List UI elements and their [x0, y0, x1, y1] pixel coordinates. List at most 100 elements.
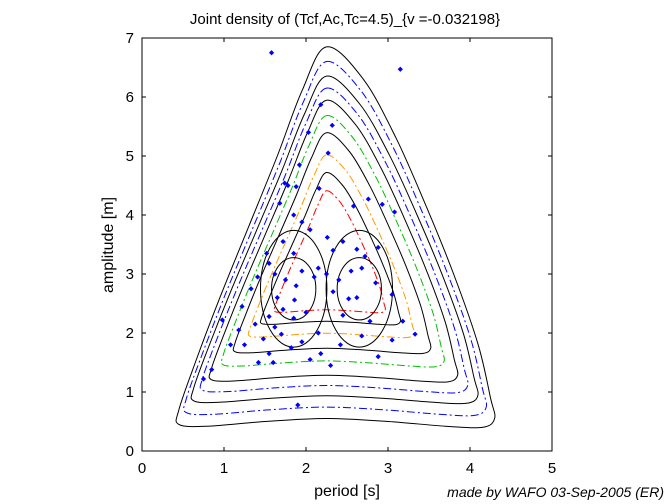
data-point [236, 327, 242, 333]
data-point [336, 277, 342, 283]
x-tick-label: 2 [302, 460, 310, 477]
data-point [389, 292, 395, 298]
data-point [315, 265, 321, 271]
data-point [272, 324, 278, 330]
contour-line [208, 99, 459, 383]
data-point [200, 376, 207, 382]
data-point [346, 296, 352, 302]
y-tick-label: 3 [126, 266, 134, 283]
data-point [266, 351, 272, 357]
data-point [227, 342, 234, 348]
data-point [311, 274, 317, 280]
data-point [272, 271, 278, 277]
y-tick-label: 5 [126, 148, 134, 165]
data-point [323, 271, 330, 277]
contour-line [190, 75, 479, 405]
data-point [241, 342, 248, 348]
data-point [282, 180, 288, 186]
data-point [354, 295, 360, 301]
x-tick-label: 4 [466, 460, 474, 477]
data-point [277, 200, 283, 206]
contour-line [220, 115, 445, 368]
data-point [316, 185, 322, 192]
data-point [295, 402, 301, 408]
y-tick-label: 6 [126, 89, 134, 106]
data-point [362, 253, 368, 259]
data-point [367, 318, 373, 324]
data-point [350, 203, 357, 209]
axis-ticks: 0 1 2 3 4 5 0 1 2 3 4 5 6 7 [126, 30, 557, 477]
data-point [359, 333, 365, 339]
y-tick-label: 1 [126, 384, 134, 401]
x-tick-label: 1 [220, 460, 228, 477]
data-point [340, 238, 346, 245]
contour-lines [175, 46, 496, 429]
data-point [318, 102, 324, 108]
data-point [285, 182, 291, 189]
y-tick-label: 7 [126, 30, 134, 47]
data-point [291, 250, 297, 256]
data-point [337, 342, 344, 348]
data-point [264, 250, 270, 256]
data-point [307, 356, 313, 363]
data-point [315, 330, 321, 336]
data-point [325, 150, 331, 156]
data-point [282, 277, 289, 283]
scatter-points [200, 50, 418, 408]
data-point [288, 345, 294, 351]
data-point [266, 260, 272, 266]
data-point [219, 317, 225, 323]
contour-peak [271, 257, 317, 321]
data-point [373, 280, 379, 286]
y-tick-label: 4 [126, 207, 134, 224]
data-point [274, 295, 280, 301]
data-point [348, 268, 354, 274]
data-point [248, 286, 254, 292]
data-point [303, 309, 309, 315]
data-point [299, 219, 305, 225]
y-axis-label: amplitude [m] [100, 197, 117, 293]
data-point [209, 366, 215, 373]
data-point [307, 227, 313, 233]
data-point [340, 312, 346, 318]
contour-line [183, 60, 488, 417]
data-point [291, 297, 298, 303]
data-point [328, 362, 334, 369]
data-point [324, 234, 330, 241]
data-point [296, 162, 303, 168]
contour-line [175, 46, 496, 429]
data-point [268, 50, 275, 56]
data-point [330, 289, 336, 295]
data-point [291, 212, 297, 218]
data-point [299, 339, 305, 345]
data-point [330, 247, 336, 253]
contour-line [199, 87, 469, 394]
data-point [375, 354, 381, 360]
y-tick-label: 2 [126, 325, 134, 342]
data-point [375, 244, 381, 251]
data-point [412, 331, 418, 337]
data-point [299, 268, 305, 274]
data-point [329, 122, 335, 128]
data-point [397, 66, 403, 72]
contour-line [259, 171, 402, 326]
data-point [293, 184, 299, 190]
data-point [255, 274, 261, 280]
contour-peak [259, 229, 328, 348]
data-point [365, 196, 371, 202]
data-point [354, 246, 360, 252]
x-axis-label: period [s] [314, 483, 380, 500]
y-tick-label: 0 [126, 443, 134, 460]
x-tick-label: 5 [548, 460, 556, 477]
contour-peak [336, 257, 382, 321]
data-point [255, 359, 262, 366]
data-point [305, 129, 312, 135]
data-point [379, 201, 385, 207]
contour-peak [325, 229, 394, 348]
chart-title: Joint density of (Tcf,Ac,Tc=4.5)_{v =-0.… [190, 11, 500, 28]
data-point [280, 306, 286, 312]
data-point [270, 359, 276, 366]
data-point [239, 303, 245, 310]
data-point [391, 209, 398, 215]
